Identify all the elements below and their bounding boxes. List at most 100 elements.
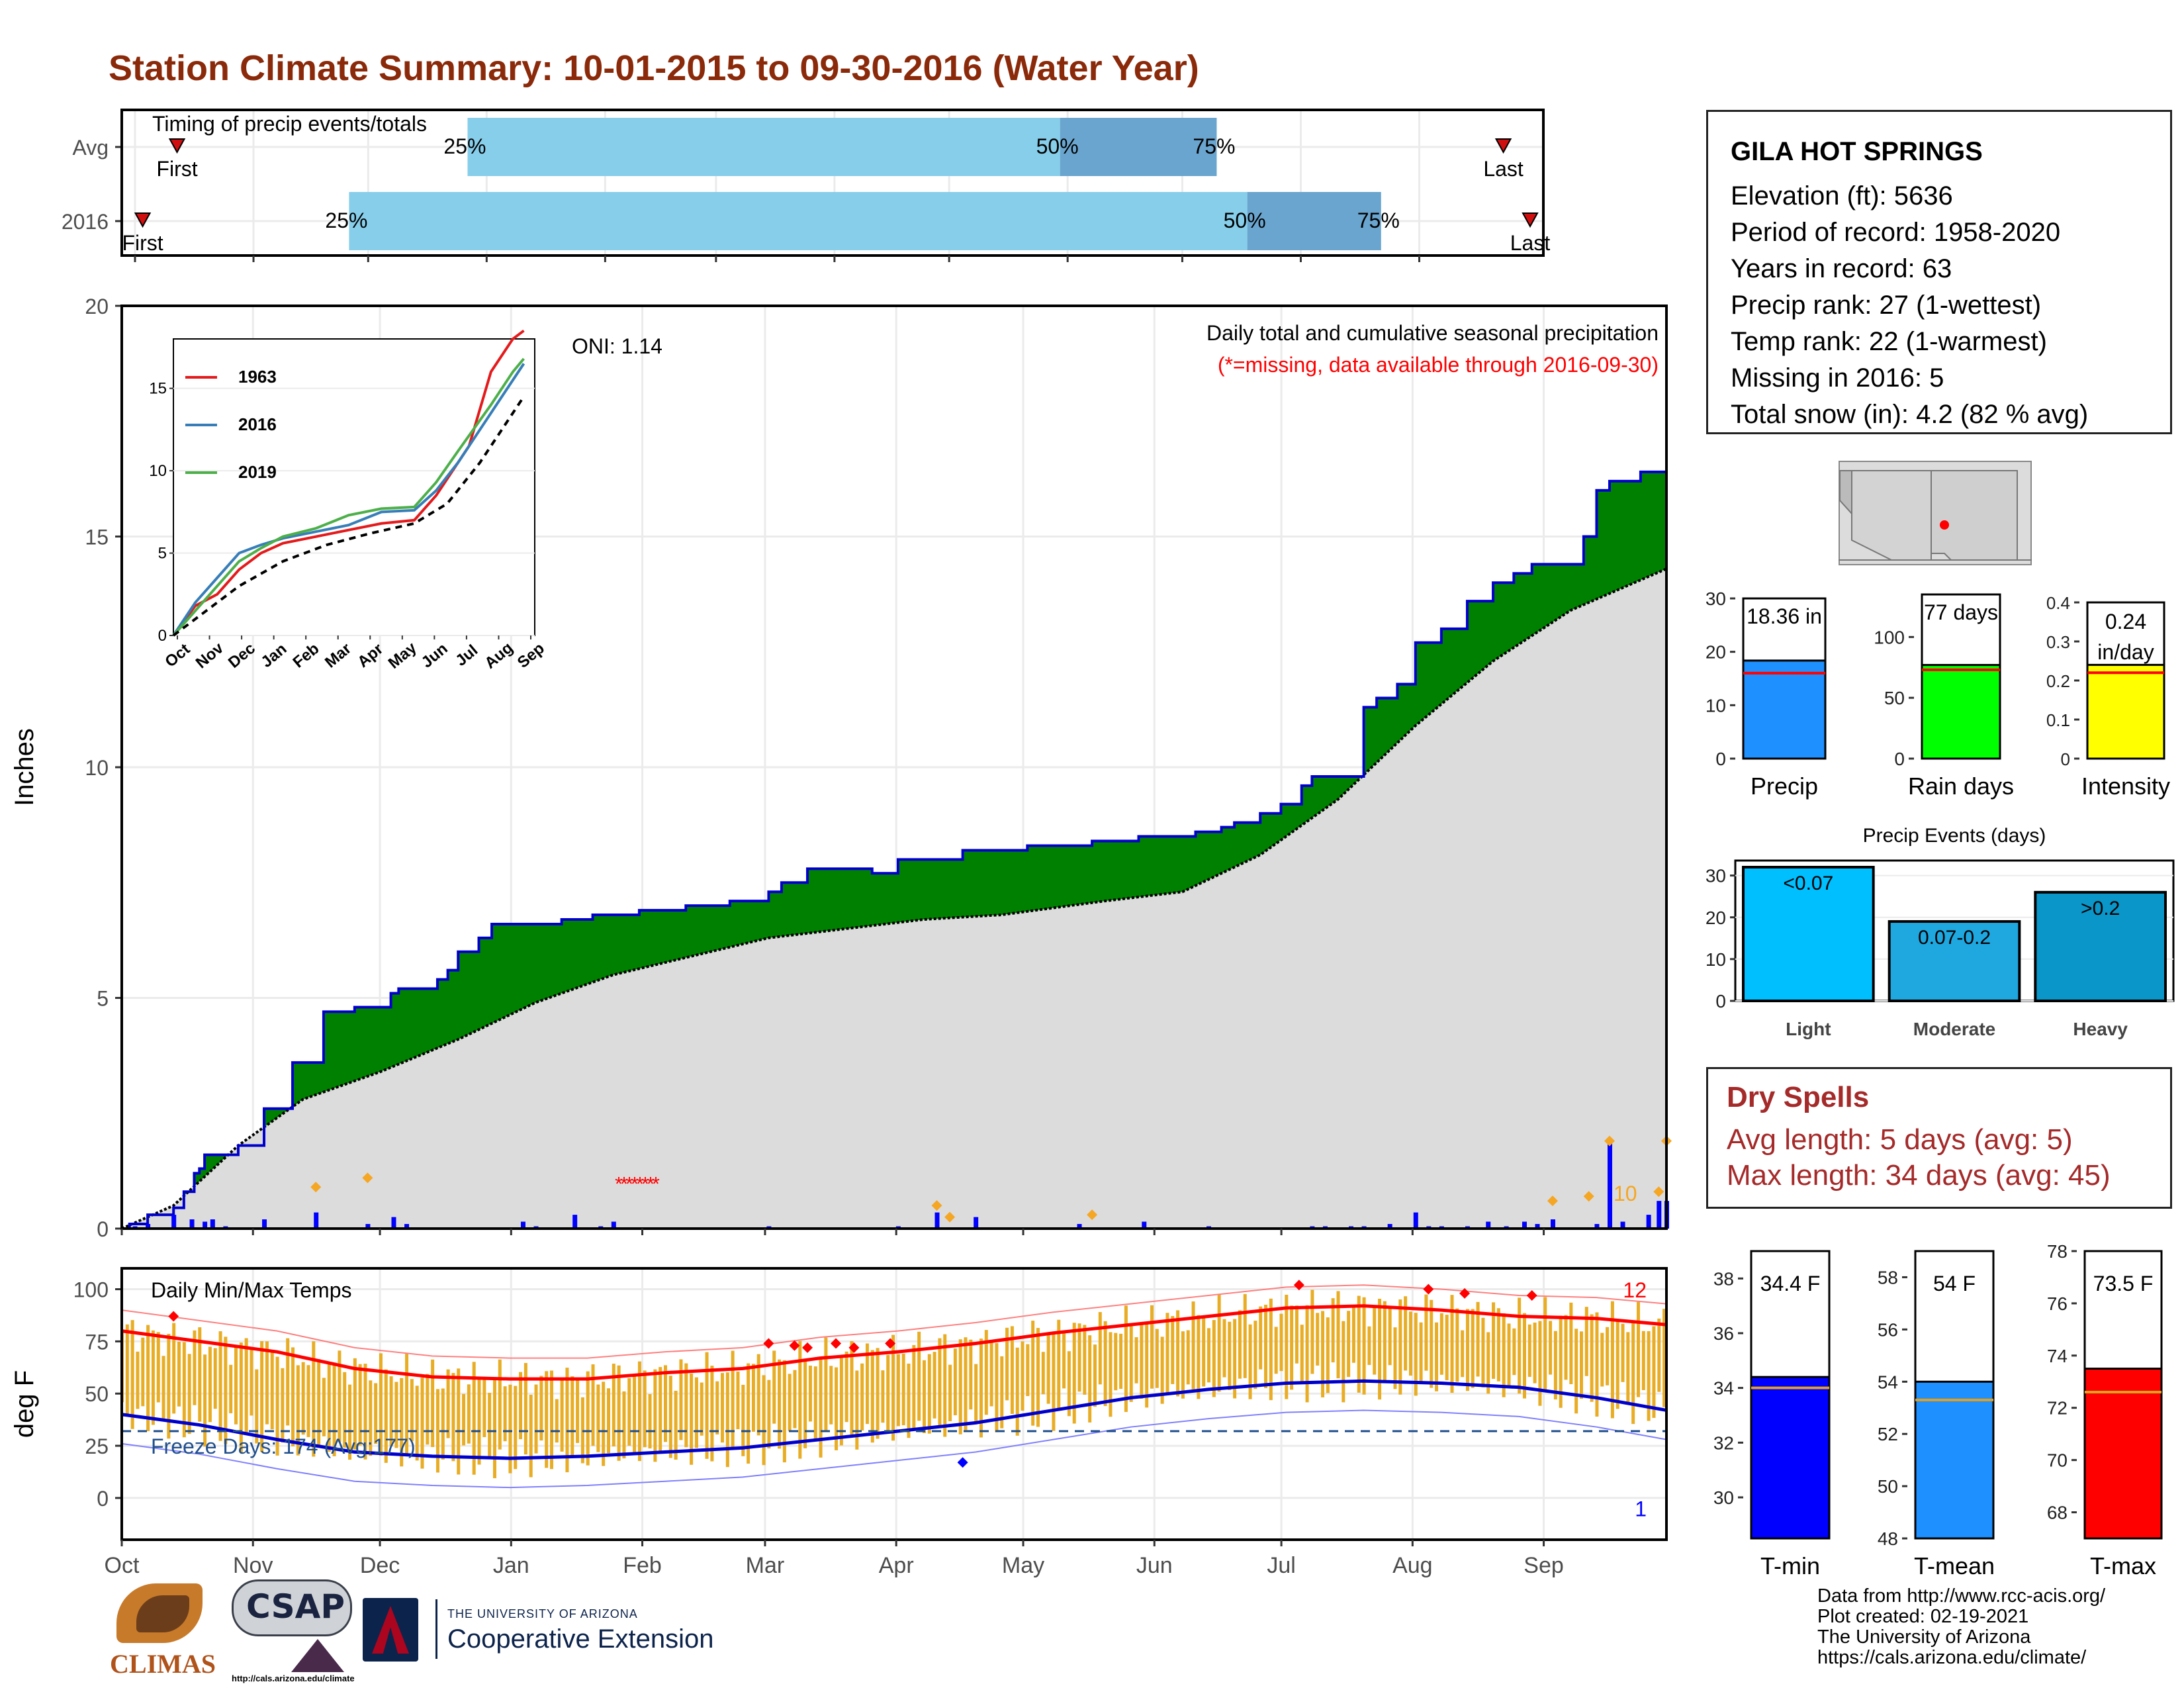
precip-daily-bar [203, 1221, 208, 1229]
temp-range-bar [1057, 1319, 1061, 1409]
temp-range-bar [301, 1362, 305, 1435]
temp-range-bar [1031, 1321, 1035, 1426]
temp-range-bar [1538, 1321, 1542, 1406]
temp-range-bar [203, 1354, 207, 1447]
temp-range-bar [1015, 1347, 1019, 1436]
precip-missing-marker: * [625, 1173, 633, 1195]
gauge-ytick-label: 58 [1878, 1267, 1898, 1288]
temp-record-max-marker [1423, 1284, 1434, 1295]
temp-range-bar [721, 1373, 725, 1443]
temp-avg-max-line [121, 1304, 1667, 1381]
gauge-ytick-label: 34 [1713, 1378, 1734, 1399]
gauge-bar [2086, 663, 2165, 760]
inset-series-line [172, 396, 525, 637]
timing-first-label: First [122, 231, 163, 255]
temp-range-bar [1181, 1331, 1185, 1399]
credit-university: The University of Arizona [1817, 1626, 2031, 1648]
temp-ytick-label: 0 [97, 1487, 109, 1511]
csap-url: http://cals.arizona.edu/climate [232, 1673, 355, 1683]
temp-range-bar [778, 1359, 782, 1449]
csap-label: CSAP [246, 1587, 345, 1626]
precip-missing-marker: * [636, 1173, 644, 1195]
temp-range-bar [591, 1364, 595, 1446]
temp-range-bar [1264, 1304, 1268, 1389]
temp-range-bar [457, 1368, 461, 1475]
inset-series-line [172, 329, 525, 637]
temp-range-bar [1036, 1328, 1040, 1427]
gauge-category-label: T-mean [1914, 1552, 1995, 1579]
temp-range-bar [1331, 1298, 1335, 1363]
temp-range-bar [1197, 1315, 1201, 1399]
precip-ytick-label: 10 [85, 756, 109, 780]
events-bar [1742, 866, 1875, 1002]
temp-range-bar [839, 1355, 843, 1446]
temp-range-bar [1212, 1320, 1216, 1397]
temp-range-bar [1606, 1327, 1610, 1385]
temp-range-bar [312, 1341, 316, 1457]
temp-range-bar [1600, 1333, 1604, 1387]
temp-range-bar [255, 1369, 259, 1444]
temp-range-bar [586, 1371, 590, 1466]
temp-range-bar [1103, 1321, 1107, 1407]
temp-range-bar [508, 1384, 512, 1474]
precip-daily-bar [1522, 1221, 1527, 1229]
temp-range-bar [1367, 1326, 1371, 1365]
gauge-ytick-label: 0.1 [2046, 710, 2070, 730]
temp-range-bar [1579, 1331, 1583, 1399]
station-years: Years in record: 63 [1731, 254, 1952, 283]
temp-range-bar [876, 1348, 880, 1439]
temp-range-bar [260, 1341, 264, 1452]
precip-daily-bar [974, 1217, 979, 1229]
temp-range-bar [296, 1365, 300, 1456]
gauge-bar [2083, 1368, 2163, 1540]
timing-pct-label: 25% [443, 134, 486, 158]
temp-range-bar [1471, 1309, 1475, 1388]
dry-spells-max: Max length: 34 days (avg: 45) [1727, 1159, 2111, 1192]
temp-range-bar [317, 1359, 321, 1448]
temp-range-bar [1093, 1344, 1097, 1407]
gauge-category-label: Precip [1751, 773, 1818, 800]
temp-range-bar [1424, 1294, 1428, 1371]
gauge-value-label: 73.5 F [2093, 1272, 2154, 1295]
temp-range-bar [332, 1362, 336, 1456]
temp-range-bar [410, 1379, 414, 1442]
temp-range-bar [291, 1347, 295, 1446]
gauge-ytick-label: 50 [1878, 1476, 1898, 1497]
temp-range-bar [1321, 1311, 1325, 1397]
temp-range-bar [1492, 1302, 1496, 1379]
temp-range-bar [1026, 1344, 1030, 1397]
temp-range-bar [1615, 1321, 1619, 1409]
temp-range-bar [1527, 1324, 1531, 1377]
gauge-category-label: T-max [2090, 1552, 2156, 1579]
gauge-ytick-label: 30 [1706, 589, 1726, 609]
temp-range-bar [1114, 1333, 1118, 1391]
temp-range-bar [596, 1384, 600, 1452]
temp-range-bar [602, 1382, 606, 1466]
temp-range-bar [979, 1338, 983, 1438]
precip-cum-line [122, 381, 1668, 1230]
temp-range-bar [1657, 1318, 1661, 1392]
gauge-ytick-label: 100 [1874, 627, 1905, 647]
temp-range-bar [1419, 1322, 1423, 1383]
temp-range-bar [984, 1330, 988, 1415]
temp-record-max-marker [789, 1340, 800, 1351]
temp-range-bar [1228, 1321, 1232, 1391]
gauge-ytick-label: 0.4 [2046, 593, 2070, 613]
temp-range-bar [1134, 1337, 1138, 1383]
events-bar-label: 0.07-0.2 [1918, 927, 1991, 949]
timing-pct-label: 75% [1357, 209, 1400, 232]
timing-pct-label: 50% [1224, 209, 1266, 232]
temp-range-bar [1518, 1297, 1522, 1394]
gauge-value-label-2: in/day [2097, 640, 2154, 664]
temp-range-bar [384, 1369, 388, 1463]
temp-range-bar [549, 1370, 553, 1470]
temp-range-bar [648, 1393, 652, 1449]
temp-range-bar [829, 1366, 833, 1425]
temp-range-bar [850, 1340, 854, 1435]
temp-range-bar [1398, 1299, 1402, 1395]
temp-range-bar [1430, 1299, 1433, 1388]
temp-range-bar [938, 1338, 942, 1426]
gauge-ytick-label: 78 [2047, 1241, 2068, 1262]
gauge-ytick-label: 10 [1706, 695, 1726, 716]
